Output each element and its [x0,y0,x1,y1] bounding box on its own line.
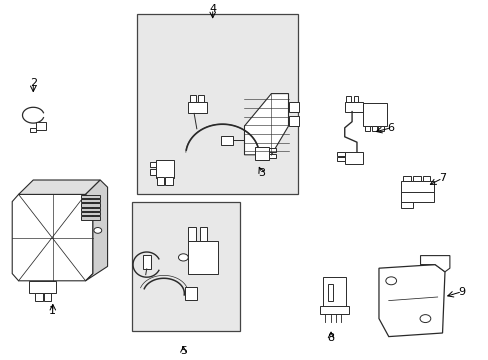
Bar [132,202,239,331]
Bar [344,152,363,164]
Bar [149,162,156,167]
Bar [353,96,358,102]
Bar [188,241,217,274]
Polygon shape [12,194,93,281]
Bar [30,128,36,132]
Circle shape [178,254,188,261]
Bar [288,102,299,112]
Bar [363,103,386,126]
Bar [364,126,369,131]
Bar [149,169,156,175]
Bar [199,227,206,241]
Circle shape [94,228,102,233]
Bar [81,195,100,198]
Bar [371,126,376,131]
Polygon shape [378,265,444,337]
Bar [81,216,100,220]
Bar [198,95,203,102]
Bar [36,122,46,130]
Bar [81,208,100,211]
Bar [188,102,206,113]
Bar [155,160,174,178]
Bar [184,287,197,300]
Bar [337,157,345,161]
Bar [288,116,299,126]
Bar [400,202,412,208]
Text: 5: 5 [180,346,186,356]
Bar [400,192,433,202]
Text: 1: 1 [49,306,56,316]
Bar [255,147,268,160]
Bar [337,152,345,156]
Bar [412,176,420,181]
Bar [190,95,196,102]
Text: 9: 9 [458,287,465,297]
Circle shape [419,315,430,323]
Bar [165,177,172,185]
Bar [81,203,100,207]
Text: 2: 2 [30,78,37,88]
Bar [81,212,100,215]
Bar [327,284,332,301]
Bar [81,199,100,202]
Bar [268,148,275,152]
Bar [346,96,350,102]
Bar [400,181,433,193]
Bar [319,306,348,314]
Bar [322,277,346,308]
Text: 3: 3 [258,168,264,178]
Bar [344,102,363,112]
Bar [44,293,51,301]
Bar [378,126,383,131]
Polygon shape [85,180,107,281]
Polygon shape [420,256,449,272]
Text: 4: 4 [209,4,216,14]
Bar [221,136,233,145]
Text: 8: 8 [327,333,334,343]
Polygon shape [19,180,100,194]
Polygon shape [244,94,288,155]
Bar [29,281,56,293]
Bar [35,293,42,301]
Bar [188,227,195,241]
Bar [137,14,298,194]
Bar [403,176,410,181]
Text: 6: 6 [387,123,394,133]
Bar [157,177,164,185]
Text: 7: 7 [438,173,445,183]
Bar [422,176,429,181]
Bar [142,255,150,269]
Bar [268,154,275,158]
Circle shape [385,277,396,285]
